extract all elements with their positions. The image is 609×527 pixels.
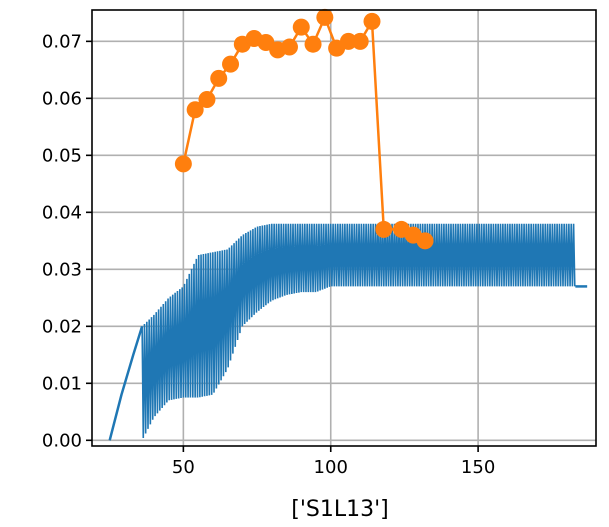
series-orange-point bbox=[351, 32, 369, 50]
y-tick-label: 0.01 bbox=[42, 373, 82, 394]
series-orange-point bbox=[363, 12, 381, 30]
plot-area bbox=[108, 8, 588, 441]
series-orange-point bbox=[174, 155, 192, 173]
series-orange-point bbox=[198, 90, 216, 108]
y-tick-label: 0.07 bbox=[42, 31, 82, 52]
series-blue-ramp-line bbox=[108, 325, 144, 441]
series-orange-point bbox=[292, 18, 310, 36]
series-orange-point bbox=[222, 55, 240, 73]
series-orange-point bbox=[280, 38, 298, 56]
y-tick-label: 0.03 bbox=[42, 259, 82, 280]
x-tick-label: 150 bbox=[461, 457, 495, 478]
x-tick-label: 50 bbox=[172, 457, 195, 478]
y-tick-label: 0.00 bbox=[42, 430, 82, 451]
series-orange-point bbox=[210, 69, 228, 87]
series-orange-line bbox=[182, 16, 426, 242]
series-orange-point bbox=[304, 35, 322, 53]
series-orange-point bbox=[186, 101, 204, 119]
y-tick-label: 0.02 bbox=[42, 316, 82, 337]
series-orange-point bbox=[339, 32, 357, 50]
series-orange-point bbox=[375, 220, 393, 238]
series-blue-oscillation bbox=[141, 223, 576, 439]
x-axis-label: ['S1L13'] bbox=[291, 497, 388, 522]
y-tick-label: 0.06 bbox=[42, 88, 82, 109]
series-orange-point bbox=[416, 232, 434, 250]
axes-frame bbox=[91, 9, 597, 447]
axes: 50 100 150 0.00 0.01 0.02 0.03 0.04 0.05 0.06 0.07 bbox=[42, 9, 597, 478]
x-tick-label: 100 bbox=[314, 457, 348, 478]
series-orange-point bbox=[316, 8, 334, 26]
y-tick-label: 0.04 bbox=[42, 202, 82, 223]
y-tick-label: 0.05 bbox=[42, 145, 82, 166]
